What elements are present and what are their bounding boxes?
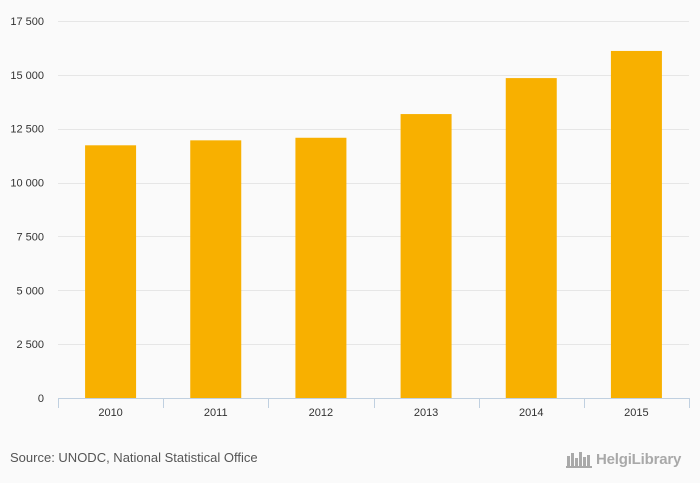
bar [505, 78, 557, 399]
bars [85, 50, 662, 399]
y-tick-labels: 0 2 500 5 000 7 500 10 000 12 500 15 000 17 500 [10, 16, 44, 405]
y-tick-label: 15 000 [10, 70, 44, 82]
source-note: Source: UNODC, National Statistical Offi… [10, 450, 258, 465]
x-tick-label: 2013 [414, 407, 438, 419]
bar-chart: 0 2 500 5 000 7 500 10 000 12 500 15 000 17 500… [10, 16, 690, 419]
x-tick-label: 2015 [624, 407, 648, 419]
y-tick-label: 7 500 [16, 231, 44, 243]
y-tick-label: 5 000 [16, 285, 44, 297]
bar [610, 50, 662, 398]
bar [295, 137, 347, 399]
x-tick-labels: 2010 2011 2012 2013 2014 2015 [98, 407, 648, 419]
bar [190, 140, 242, 399]
y-tick-label: 10 000 [10, 178, 44, 190]
y-tick-label: 2 500 [16, 339, 44, 351]
y-tick-label: 12 500 [10, 124, 44, 136]
brand-logo: HelgiLibrary [566, 448, 681, 470]
x-axis [58, 398, 690, 408]
bar [400, 114, 452, 399]
bar [85, 145, 137, 398]
x-tick-label: 2014 [519, 407, 543, 419]
helgi-library-icon [566, 452, 592, 468]
x-tick-label: 2011 [204, 407, 228, 419]
brand-name: HelgiLibrary [596, 450, 682, 468]
y-tick-label: 0 [38, 393, 44, 405]
x-tick-label: 2010 [98, 407, 122, 419]
gridlines [58, 21, 689, 345]
y-tick-label: 17 500 [10, 16, 44, 28]
x-tick-label: 2012 [309, 407, 333, 419]
